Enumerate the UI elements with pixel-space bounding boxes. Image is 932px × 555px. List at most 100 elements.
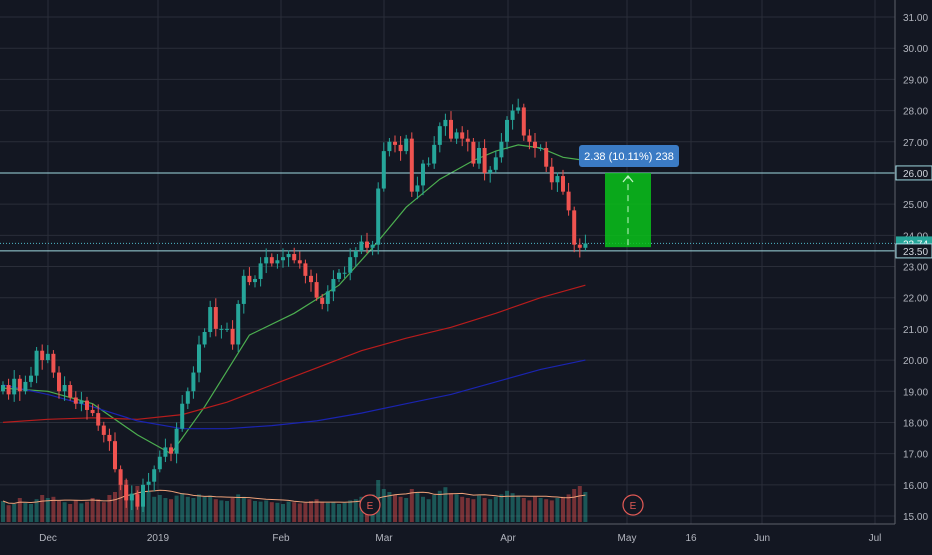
candle-body bbox=[538, 147, 543, 149]
candle-body bbox=[57, 372, 61, 392]
candle-body bbox=[292, 254, 297, 261]
price-tick-label: 29.00 bbox=[903, 75, 928, 86]
time-tick-label: Apr bbox=[500, 533, 516, 544]
candle-body bbox=[286, 254, 291, 258]
candle-body bbox=[101, 425, 106, 435]
candle-body bbox=[533, 141, 537, 148]
candle-body bbox=[325, 291, 330, 304]
candle-body bbox=[253, 278, 257, 283]
volume-bar bbox=[202, 496, 207, 522]
price-tick-label: 27.00 bbox=[903, 138, 928, 149]
volume-bar bbox=[454, 494, 459, 522]
volume-bar bbox=[57, 501, 61, 522]
volume-bar bbox=[348, 500, 353, 522]
volume-bar bbox=[331, 502, 336, 522]
time-axis[interactable]: Dec 2019 Feb Mar Apr May 16 Jun Jul bbox=[0, 523, 895, 544]
volume-bar bbox=[393, 495, 397, 522]
volume-bar bbox=[409, 489, 414, 522]
price-tick-label: 16.00 bbox=[903, 481, 928, 492]
time-tick-label: Jul bbox=[869, 533, 882, 544]
candle-body bbox=[269, 257, 274, 264]
volume-bar bbox=[303, 502, 308, 522]
candle-body bbox=[477, 147, 481, 164]
price-axis[interactable]: 15.00 16.00 17.00 18.00 19.00 20.00 21.00 22.00… bbox=[894, 0, 932, 550]
volume-bar bbox=[309, 501, 313, 522]
earnings-marker-label: E bbox=[630, 501, 637, 512]
volume-bar bbox=[281, 504, 285, 522]
volume-bar bbox=[180, 493, 185, 522]
volume-bar bbox=[253, 501, 257, 522]
candle-body bbox=[247, 275, 252, 283]
candle-body bbox=[40, 350, 45, 361]
candle-body bbox=[6, 385, 11, 395]
volume-bar bbox=[230, 498, 235, 522]
horizontal-price-lines[interactable] bbox=[0, 172, 895, 252]
candle-body bbox=[577, 244, 582, 248]
volume-bar bbox=[510, 493, 515, 522]
volume-bar bbox=[152, 496, 157, 522]
candle-body bbox=[152, 469, 157, 482]
earnings-marker-icon bbox=[622, 494, 644, 516]
volume-bar bbox=[118, 483, 123, 522]
candle-body bbox=[482, 147, 487, 173]
time-tick-label: 2019 bbox=[147, 533, 170, 544]
candle-body bbox=[163, 447, 168, 457]
volume-bar bbox=[488, 499, 493, 522]
price-tick-label: 19.00 bbox=[903, 387, 928, 398]
candle-body bbox=[549, 166, 554, 183]
volume-bar bbox=[169, 499, 173, 522]
volume-bar bbox=[297, 503, 302, 522]
candle-body bbox=[505, 119, 509, 142]
volume-bar bbox=[73, 500, 78, 522]
candle-body bbox=[23, 381, 28, 392]
price-level-label: 23.50 bbox=[903, 247, 928, 258]
volume-bar bbox=[577, 486, 582, 522]
candle-body bbox=[51, 353, 56, 373]
volume-bar bbox=[521, 498, 526, 522]
candle-body bbox=[213, 307, 218, 329]
volume-bar bbox=[17, 498, 22, 522]
volume-bar bbox=[477, 495, 481, 522]
candle-body bbox=[471, 141, 476, 164]
price-range-tool[interactable]: 2.38 (10.11%) 238 bbox=[579, 145, 679, 248]
candle-body bbox=[275, 260, 280, 264]
candle-body bbox=[376, 188, 381, 245]
volume-bar bbox=[320, 501, 325, 522]
price-tick-label: 20.00 bbox=[903, 356, 928, 367]
earnings-marker-label: E bbox=[367, 501, 374, 512]
candle-body bbox=[348, 257, 353, 273]
earnings-marker-icon bbox=[359, 494, 381, 516]
volume-bar bbox=[225, 501, 229, 522]
volume-bars bbox=[1, 480, 588, 522]
volume-bar bbox=[482, 498, 487, 522]
candle-body bbox=[488, 169, 493, 173]
price-tick-label: 17.00 bbox=[903, 450, 928, 461]
volume-bar bbox=[337, 504, 341, 522]
volume-bar bbox=[236, 494, 241, 522]
volume-bar bbox=[219, 500, 224, 522]
candle-body bbox=[174, 428, 179, 454]
candle-body bbox=[381, 151, 386, 189]
candle-body bbox=[303, 263, 308, 276]
volume-bar bbox=[101, 502, 106, 522]
candle-body bbox=[113, 441, 117, 470]
volume-bar bbox=[68, 504, 73, 522]
time-tick-label: Jun bbox=[754, 533, 770, 544]
volume-bar bbox=[241, 496, 246, 522]
volume-bar bbox=[353, 499, 358, 522]
volume-bar bbox=[29, 504, 33, 522]
candle-body bbox=[342, 272, 347, 274]
price-tick-label: 23.00 bbox=[903, 263, 928, 274]
volume-bar bbox=[516, 495, 521, 522]
candle-body bbox=[370, 244, 375, 248]
time-tick-label: May bbox=[618, 533, 637, 544]
candle-body bbox=[225, 328, 229, 330]
price-tick-label: 30.00 bbox=[903, 44, 928, 55]
candle-body bbox=[421, 163, 425, 186]
candle-body bbox=[320, 297, 325, 304]
candle-body bbox=[443, 119, 448, 127]
candle-body bbox=[583, 243, 588, 248]
